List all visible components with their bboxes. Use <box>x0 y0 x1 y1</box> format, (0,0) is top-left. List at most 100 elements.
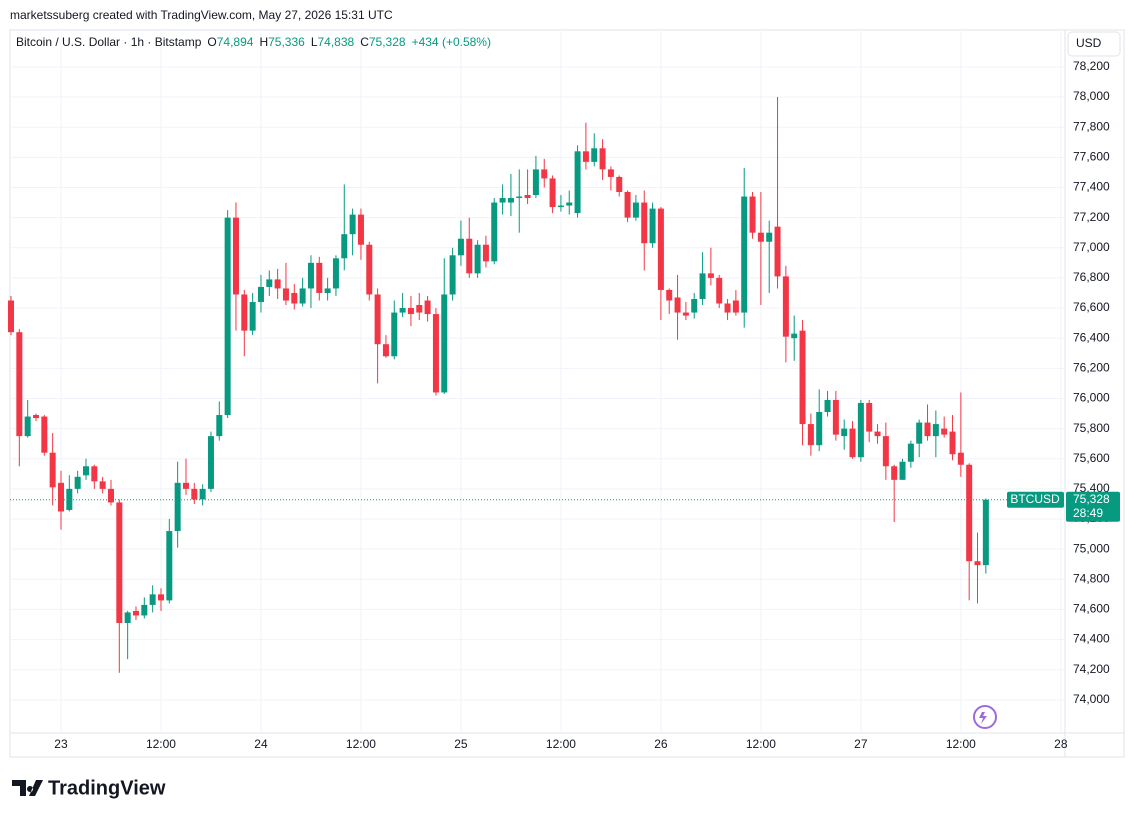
candle-body <box>482 244 489 262</box>
candle-body <box>732 300 739 313</box>
symbol-tag <box>1007 491 1064 508</box>
currency-button[interactable] <box>1067 31 1121 57</box>
x-tick-label: 27 <box>854 737 868 751</box>
candle-body <box>699 273 706 299</box>
y-tick-label: 75,000 <box>1073 541 1110 555</box>
candle-body <box>516 196 523 199</box>
candle-body <box>599 148 606 170</box>
candle-body <box>66 488 73 510</box>
candle-body <box>574 151 581 214</box>
candle-body <box>916 422 923 444</box>
candle-body <box>841 428 848 437</box>
candle-body <box>907 443 914 462</box>
legend: Bitcoin / U.S. Dollar · 1h · Bitstamp O74… <box>16 35 491 49</box>
y-tick-label: 74,400 <box>1073 632 1110 646</box>
candle-body <box>416 305 423 313</box>
currency: USD <box>1076 36 1102 50</box>
candle-body <box>766 232 773 242</box>
y-tick-label: 78,200 <box>1073 59 1110 73</box>
candle-body <box>757 232 764 242</box>
candle-body <box>149 594 156 605</box>
x-tick-label: 12:00 <box>146 737 176 751</box>
candle-body <box>641 202 648 244</box>
candle-body <box>182 482 189 489</box>
c-value: 75,328 <box>369 35 406 49</box>
candle-body <box>466 238 473 274</box>
y-tick-label: 76,800 <box>1073 270 1110 284</box>
c-key: C <box>360 35 369 49</box>
candle-body <box>982 499 989 566</box>
candle-body <box>241 294 248 331</box>
candle-body <box>24 416 31 437</box>
candle-body <box>291 292 298 304</box>
candle-body <box>332 258 339 289</box>
candle-body <box>174 482 181 532</box>
price-tag-label: 75,328 <box>1073 492 1110 506</box>
candle-body <box>366 244 373 295</box>
candle-body <box>674 297 681 313</box>
candle-body <box>716 277 723 304</box>
candle-body <box>724 303 731 313</box>
candle-body <box>299 288 306 304</box>
candle-body <box>807 424 814 446</box>
candle-body <box>207 436 214 489</box>
candle-body <box>632 202 639 218</box>
candle-body <box>541 169 548 179</box>
candle-body <box>616 176 623 192</box>
candle-body <box>691 298 698 313</box>
x-tick-label: 28 <box>1054 737 1068 751</box>
candle-body <box>399 308 406 313</box>
candle-body <box>666 289 673 301</box>
logo: TradingView <box>12 777 166 799</box>
candle-body <box>232 217 239 295</box>
credit: marketssuberg created with TradingView.c… <box>10 8 393 22</box>
candle-body <box>582 151 589 162</box>
y-tick-label: 77,400 <box>1073 180 1110 194</box>
candle-body <box>857 402 864 458</box>
candle-body <box>441 294 448 393</box>
y-tick-label: 76,400 <box>1073 330 1110 344</box>
candle-body <box>16 332 23 437</box>
y-tick-label: 77,000 <box>1073 240 1110 254</box>
candle-body <box>382 344 389 357</box>
candle-body <box>7 300 14 333</box>
candle-body <box>474 244 481 274</box>
candle-body <box>774 226 781 277</box>
countdown: 28:49 <box>1073 506 1103 520</box>
y-tick-label: 78,000 <box>1073 89 1110 103</box>
candle-body <box>832 399 839 435</box>
candle-body <box>391 312 398 357</box>
x-tick-label: 24 <box>254 737 268 751</box>
x-tick-label: 26 <box>654 737 668 751</box>
candle-body <box>357 214 364 245</box>
l-key: L <box>311 35 318 49</box>
y-tick-label: 76,200 <box>1073 360 1110 374</box>
candle-body <box>782 276 789 337</box>
o-value: 74,894 <box>217 35 254 49</box>
candle-body <box>891 466 898 480</box>
h-value: 75,336 <box>268 35 305 49</box>
l-value: 74,838 <box>318 35 355 49</box>
candle-body <box>324 288 331 293</box>
candle-body <box>607 169 614 177</box>
candle-body <box>491 202 498 262</box>
candle-body <box>49 452 56 488</box>
brand: TradingView <box>48 777 166 799</box>
candle-body <box>82 466 89 476</box>
candle-body <box>341 234 348 259</box>
candle-body <box>899 461 906 480</box>
candle-body <box>949 431 956 455</box>
candle-body <box>282 288 289 301</box>
candle-body <box>941 428 948 435</box>
candle-body <box>307 262 314 289</box>
x-tick-label: 23 <box>54 737 68 751</box>
y-tick-label: 75,800 <box>1073 421 1110 435</box>
candle-body <box>316 262 323 293</box>
candle-body <box>157 594 164 601</box>
candle-body <box>449 255 456 295</box>
candle-body <box>249 302 256 331</box>
candle-body <box>524 195 531 199</box>
candle-body <box>741 196 748 313</box>
